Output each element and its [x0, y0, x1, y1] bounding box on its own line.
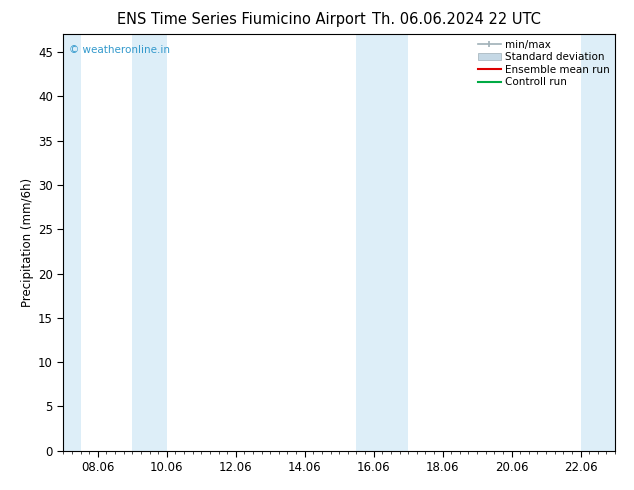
Legend: min/max, Standard deviation, Ensemble mean run, Controll run: min/max, Standard deviation, Ensemble me…: [476, 37, 612, 89]
Bar: [133, 34, 167, 451]
Y-axis label: Precipitation (mm/6h): Precipitation (mm/6h): [21, 178, 34, 307]
Bar: [356, 34, 391, 451]
Bar: [391, 34, 408, 451]
Text: © weatheronline.in: © weatheronline.in: [69, 45, 170, 55]
Text: Th. 06.06.2024 22 UTC: Th. 06.06.2024 22 UTC: [372, 12, 541, 27]
Bar: [581, 34, 615, 451]
Bar: [63, 34, 81, 451]
Text: ENS Time Series Fiumicino Airport: ENS Time Series Fiumicino Airport: [117, 12, 365, 27]
